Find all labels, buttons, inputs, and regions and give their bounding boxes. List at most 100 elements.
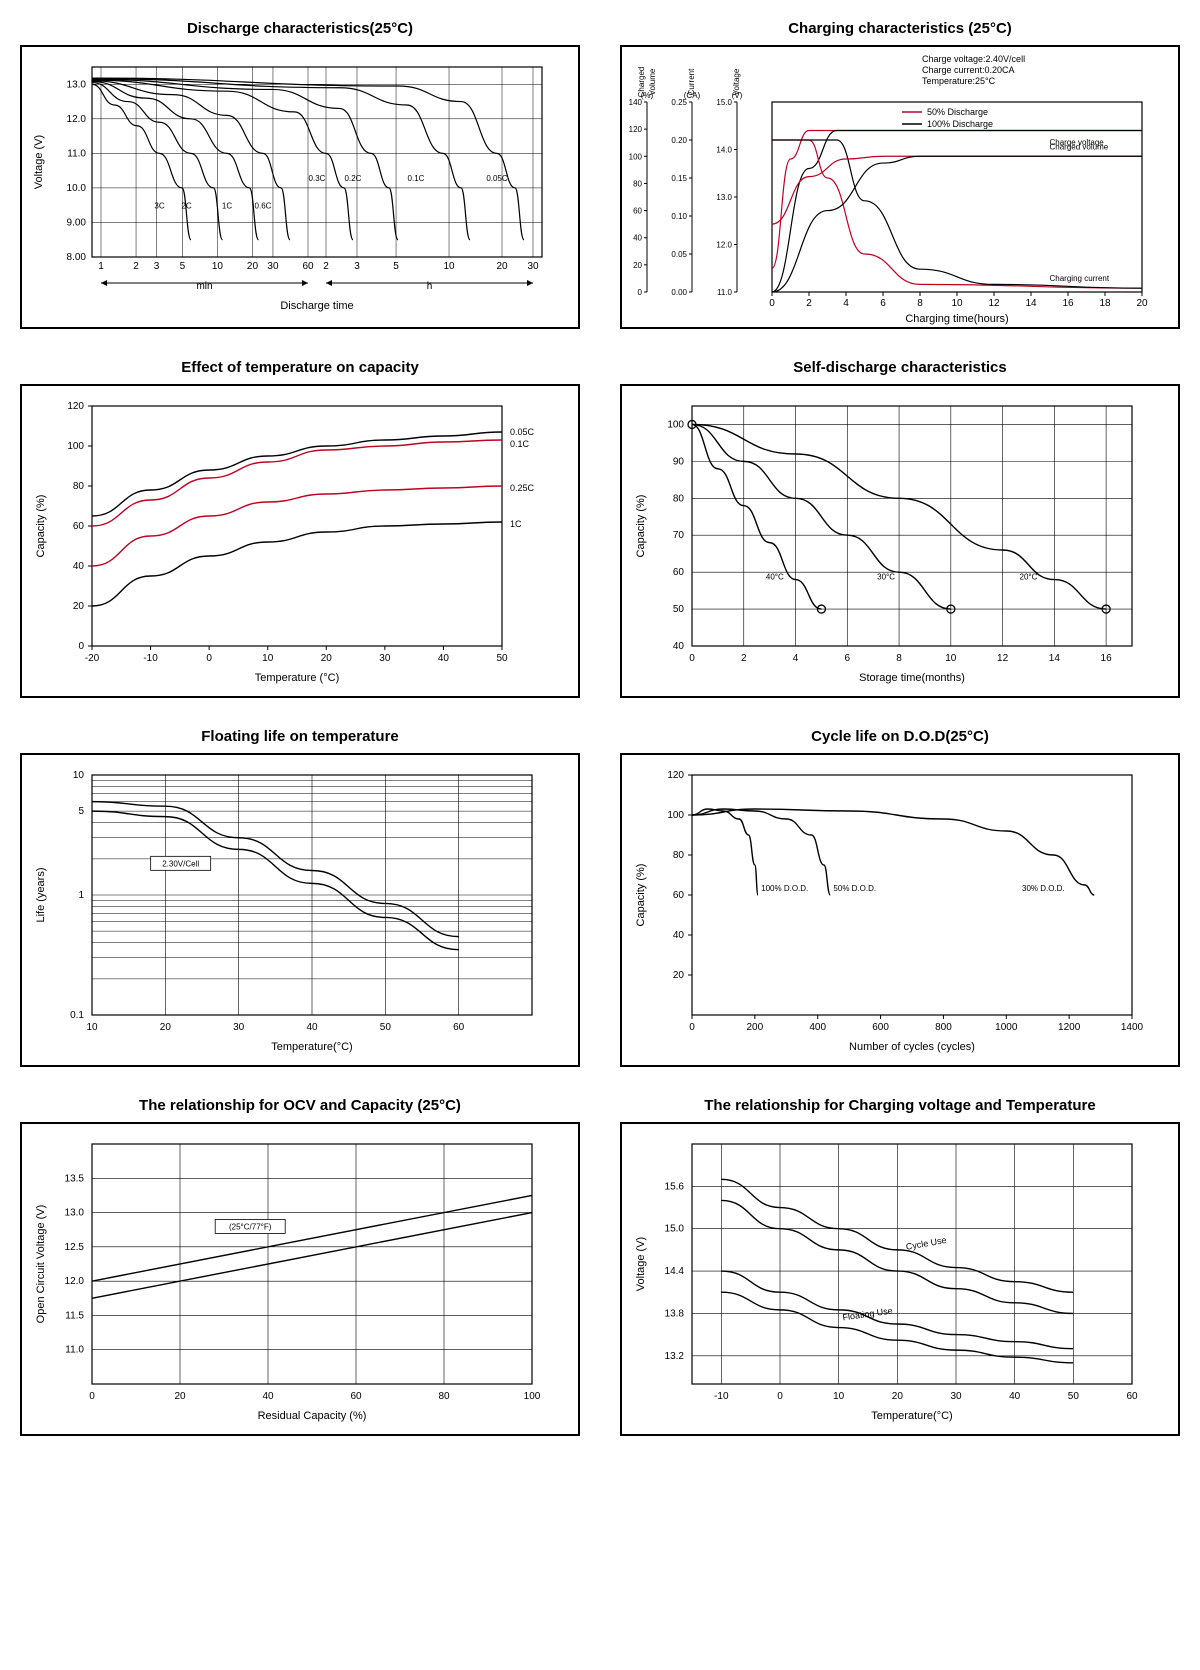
svg-text:2C: 2C [181,202,191,211]
svg-text:20: 20 [633,261,642,270]
svg-text:9.00: 9.00 [67,217,87,228]
panel-charging: Charging characteristics (25°C) 02468101… [620,20,1180,329]
svg-text:Open Circuit Voltage (V): Open Circuit Voltage (V) [35,1205,47,1324]
svg-text:Cycle Use: Cycle Use [905,1235,947,1252]
svg-text:(25°C/77°F): (25°C/77°F) [229,1222,272,1231]
svg-text:50: 50 [380,1022,392,1033]
svg-text:8: 8 [896,653,902,664]
svg-text:10: 10 [833,1391,845,1402]
svg-text:10: 10 [945,653,957,664]
svg-text:11.0: 11.0 [65,1345,84,1356]
title-floating-life: Floating life on temperature [20,728,580,745]
svg-text:14.4: 14.4 [665,1266,685,1277]
svg-text:0.05C: 0.05C [510,427,535,437]
svg-text:20°C: 20°C [1020,573,1038,582]
svg-text:80: 80 [673,493,685,504]
svg-text:80: 80 [633,179,642,188]
svg-text:12: 12 [997,653,1009,664]
svg-text:11.0: 11.0 [717,288,733,297]
svg-text:0.05C: 0.05C [486,174,508,183]
svg-text:60: 60 [633,207,642,216]
svg-text:13.0: 13.0 [65,1208,85,1219]
svg-text:20: 20 [174,1391,186,1402]
svg-text:Residual Capacity (%): Residual Capacity (%) [258,1410,367,1422]
svg-text:30: 30 [267,261,279,272]
svg-text:40: 40 [306,1022,318,1033]
svg-text:13.0: 13.0 [67,79,87,90]
chart-cvt: -10010203040506013.213.814.415.015.6Temp… [620,1122,1180,1436]
svg-text:100: 100 [524,1391,541,1402]
svg-text:3: 3 [154,261,160,272]
svg-text:90: 90 [673,456,685,467]
svg-text:20: 20 [321,653,333,664]
svg-text:30% D.O.D.: 30% D.O.D. [1022,884,1065,893]
svg-text:-10: -10 [714,1391,729,1402]
svg-text:0: 0 [769,298,775,309]
svg-text:40: 40 [673,930,685,941]
panel-cvt: The relationship for Charging voltage an… [620,1097,1180,1436]
svg-text:0.1C: 0.1C [408,174,425,183]
svg-text:600: 600 [872,1022,889,1033]
svg-text:18: 18 [1099,298,1111,309]
svg-text:Charging current: Charging current [1050,274,1110,283]
svg-text:80: 80 [673,850,685,861]
title-ocv: The relationship for OCV and Capacity (2… [20,1097,580,1114]
title-temp-capacity: Effect of temperature on capacity [20,359,580,376]
svg-text:1C: 1C [222,202,232,211]
svg-text:Life (years): Life (years) [35,867,47,922]
svg-text:60: 60 [302,261,314,272]
svg-text:12: 12 [988,298,1000,309]
svg-text:800: 800 [935,1022,952,1033]
svg-text:100: 100 [667,419,684,430]
svg-text:100: 100 [667,810,684,821]
svg-text:11.5: 11.5 [65,1310,84,1321]
svg-text:30°C: 30°C [877,573,895,582]
svg-text:16: 16 [1062,298,1074,309]
svg-text:0: 0 [89,1391,95,1402]
svg-text:(%): (%) [641,91,654,100]
svg-text:20: 20 [892,1391,904,1402]
svg-text:0.1C: 0.1C [510,439,530,449]
chart-grid: Discharge characteristics(25°C) 8.009.00… [20,20,1180,1436]
svg-text:16: 16 [1101,653,1113,664]
svg-text:2: 2 [741,653,747,664]
title-self-discharge: Self-discharge characteristics [620,359,1180,376]
svg-text:0: 0 [689,653,695,664]
svg-text:13.2: 13.2 [665,1351,685,1362]
svg-text:100% D.O.D.: 100% D.O.D. [761,884,808,893]
svg-text:40°C: 40°C [766,573,784,582]
svg-text:Discharge time: Discharge time [280,300,353,312]
svg-text:30: 30 [233,1022,245,1033]
svg-text:0.20: 0.20 [671,136,687,145]
svg-text:0: 0 [206,653,212,664]
svg-text:20: 20 [496,261,508,272]
svg-text:13.0: 13.0 [716,193,732,202]
svg-text:40: 40 [73,561,85,572]
title-cvt: The relationship for Charging voltage an… [620,1097,1180,1114]
svg-text:Temperature(°C): Temperature(°C) [871,1410,952,1422]
svg-text:5: 5 [393,261,399,272]
svg-text:-10: -10 [143,653,158,664]
svg-text:5: 5 [180,261,186,272]
svg-text:60: 60 [1126,1391,1138,1402]
svg-text:100: 100 [629,152,643,161]
svg-text:0.00: 0.00 [671,288,687,297]
svg-text:3C: 3C [154,202,164,211]
svg-text:30: 30 [379,653,391,664]
svg-text:50% Discharge: 50% Discharge [927,107,988,117]
svg-text:8.00: 8.00 [67,252,87,263]
svg-text:4: 4 [843,298,849,309]
svg-text:12.0: 12.0 [65,1276,85,1287]
svg-text:60: 60 [453,1022,465,1033]
svg-text:Voltage (V): Voltage (V) [635,1237,647,1291]
svg-text:70: 70 [673,530,685,541]
svg-text:120: 120 [667,770,684,781]
svg-text:12.5: 12.5 [65,1242,85,1253]
title-cycle-life: Cycle life on D.O.D(25°C) [620,728,1180,745]
svg-text:Floating Use: Floating Use [842,1306,893,1323]
svg-text:1C: 1C [510,519,522,529]
chart-self-discharge: 0246810121416405060708090100Storage time… [620,384,1180,698]
svg-text:40: 40 [1009,1391,1021,1402]
svg-text:14: 14 [1025,298,1037,309]
svg-text:Temperature(°C): Temperature(°C) [271,1041,352,1053]
